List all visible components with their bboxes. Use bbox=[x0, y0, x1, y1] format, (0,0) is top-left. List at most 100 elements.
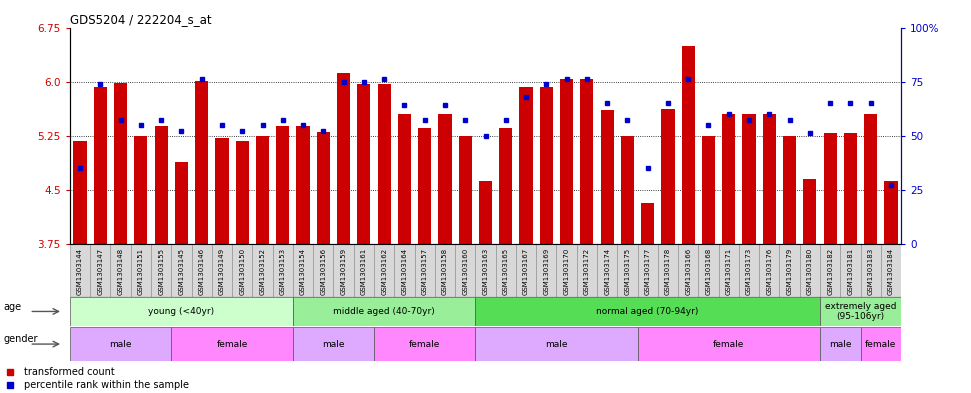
Bar bbox=[739, 244, 759, 297]
Bar bbox=[780, 244, 800, 297]
Text: GSM1303162: GSM1303162 bbox=[382, 248, 387, 295]
Text: GSM1303169: GSM1303169 bbox=[544, 248, 550, 295]
Text: GSM1303158: GSM1303158 bbox=[442, 248, 448, 295]
Bar bbox=[191, 244, 212, 297]
Text: extremely aged
(95-106yr): extremely aged (95-106yr) bbox=[824, 302, 896, 321]
Bar bbox=[171, 244, 191, 297]
Bar bbox=[175, 162, 188, 244]
Bar bbox=[638, 244, 657, 297]
Text: GSM1303173: GSM1303173 bbox=[746, 248, 753, 295]
Bar bbox=[94, 86, 107, 244]
Bar bbox=[276, 126, 289, 244]
Bar bbox=[378, 84, 390, 244]
Bar bbox=[840, 244, 860, 297]
Bar bbox=[394, 244, 415, 297]
Text: GSM1303160: GSM1303160 bbox=[462, 248, 468, 295]
Text: percentile rank within the sample: percentile rank within the sample bbox=[24, 380, 189, 390]
Bar bbox=[273, 244, 293, 297]
Bar bbox=[236, 141, 249, 244]
Bar bbox=[374, 327, 476, 361]
Bar bbox=[70, 244, 90, 297]
Text: male: male bbox=[110, 340, 132, 349]
Bar bbox=[293, 327, 374, 361]
Bar bbox=[293, 244, 314, 297]
Bar bbox=[820, 244, 840, 297]
Bar bbox=[702, 136, 715, 244]
Bar bbox=[314, 244, 333, 297]
Bar bbox=[476, 297, 820, 326]
Text: middle aged (40-70yr): middle aged (40-70yr) bbox=[333, 307, 435, 316]
Bar bbox=[374, 244, 394, 297]
Text: GSM1303167: GSM1303167 bbox=[523, 248, 529, 295]
Bar bbox=[823, 133, 837, 244]
Bar bbox=[803, 179, 817, 244]
Bar bbox=[499, 129, 513, 244]
Bar bbox=[860, 244, 881, 297]
Text: age: age bbox=[4, 302, 21, 312]
Bar bbox=[638, 327, 820, 361]
Bar bbox=[540, 86, 552, 244]
Text: female: female bbox=[217, 340, 248, 349]
Text: GSM1303176: GSM1303176 bbox=[766, 248, 772, 295]
Text: GSM1303168: GSM1303168 bbox=[706, 248, 712, 295]
Text: female: female bbox=[409, 340, 441, 349]
Bar bbox=[678, 244, 698, 297]
Text: young (<40yr): young (<40yr) bbox=[149, 307, 215, 316]
Bar bbox=[353, 244, 374, 297]
Bar bbox=[661, 109, 675, 244]
Bar bbox=[398, 114, 411, 244]
Bar bbox=[252, 244, 273, 297]
Bar bbox=[800, 244, 820, 297]
Text: GSM1303157: GSM1303157 bbox=[421, 248, 427, 295]
Bar bbox=[455, 244, 476, 297]
Bar bbox=[70, 297, 293, 326]
Bar bbox=[759, 244, 780, 297]
Bar bbox=[479, 181, 492, 244]
Bar bbox=[476, 244, 495, 297]
Text: GSM1303178: GSM1303178 bbox=[665, 248, 671, 295]
Bar bbox=[171, 327, 293, 361]
Bar bbox=[357, 84, 371, 244]
Text: GSM1303184: GSM1303184 bbox=[887, 248, 894, 295]
Bar bbox=[844, 133, 857, 244]
Bar bbox=[111, 244, 131, 297]
Text: normal aged (70-94yr): normal aged (70-94yr) bbox=[596, 307, 699, 316]
Text: GSM1303144: GSM1303144 bbox=[77, 248, 84, 295]
Bar bbox=[317, 132, 330, 244]
Bar bbox=[70, 327, 171, 361]
Bar bbox=[698, 244, 719, 297]
Text: GSM1303152: GSM1303152 bbox=[259, 248, 265, 295]
Text: GSM1303155: GSM1303155 bbox=[158, 248, 164, 295]
Bar bbox=[516, 244, 536, 297]
Bar bbox=[722, 114, 735, 244]
Text: GSM1303170: GSM1303170 bbox=[563, 248, 570, 295]
Text: GSM1303151: GSM1303151 bbox=[138, 248, 144, 295]
Bar bbox=[212, 244, 232, 297]
Bar bbox=[820, 297, 901, 326]
Bar bbox=[232, 244, 252, 297]
Bar bbox=[682, 46, 695, 244]
Bar bbox=[864, 114, 877, 244]
Text: GSM1303177: GSM1303177 bbox=[645, 248, 651, 295]
Bar bbox=[597, 244, 618, 297]
Text: GSM1303175: GSM1303175 bbox=[624, 248, 630, 295]
Text: GSM1303181: GSM1303181 bbox=[848, 248, 854, 295]
Bar bbox=[419, 129, 431, 244]
Bar bbox=[577, 244, 597, 297]
Bar bbox=[74, 141, 86, 244]
Text: GSM1303147: GSM1303147 bbox=[97, 248, 103, 295]
Text: GSM1303179: GSM1303179 bbox=[787, 248, 792, 295]
Bar bbox=[495, 244, 516, 297]
Text: GSM1303171: GSM1303171 bbox=[725, 248, 732, 295]
Bar bbox=[600, 110, 614, 244]
Bar bbox=[296, 126, 310, 244]
Bar bbox=[618, 244, 638, 297]
Text: GSM1303161: GSM1303161 bbox=[361, 248, 367, 295]
Bar bbox=[90, 244, 111, 297]
Text: GSM1303149: GSM1303149 bbox=[218, 248, 225, 295]
Bar bbox=[536, 244, 556, 297]
Text: GSM1303165: GSM1303165 bbox=[503, 248, 509, 295]
Bar bbox=[743, 114, 755, 244]
Bar bbox=[151, 244, 171, 297]
Bar bbox=[458, 136, 472, 244]
